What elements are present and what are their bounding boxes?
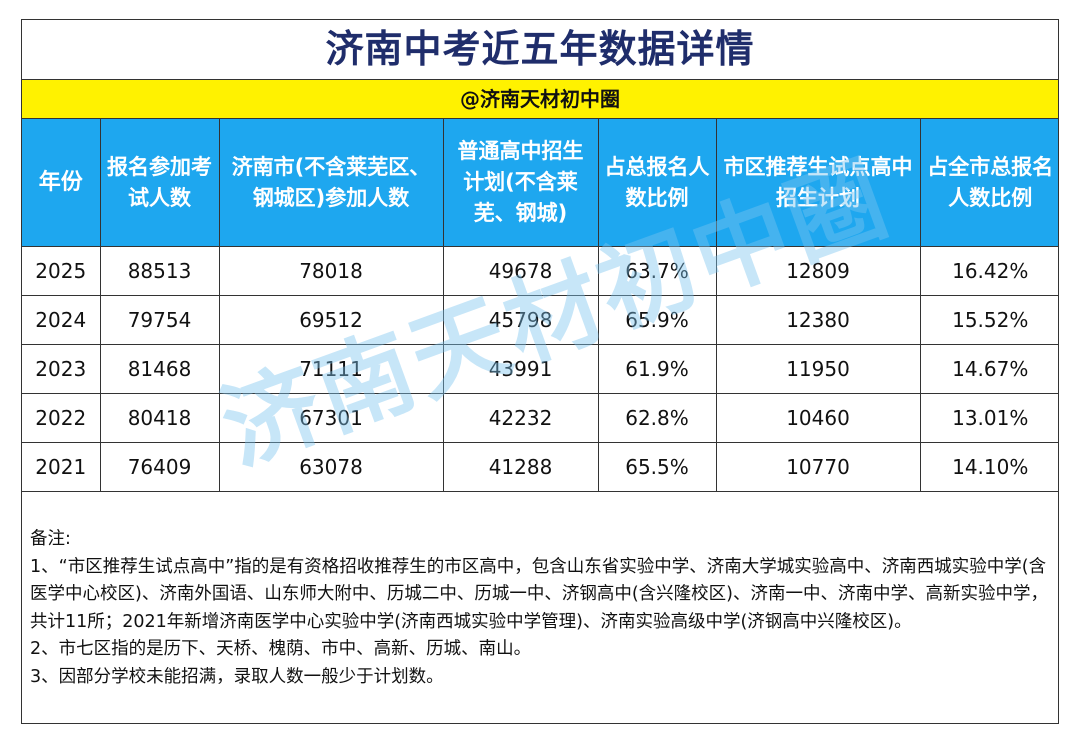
cell-registered: 79754 <box>99 295 220 345</box>
header-recommended-ratio: 占全市总报名人数比例 <box>919 119 1058 247</box>
table-row: 2021 76409 63078 41288 65.5% 10770 14.10… <box>22 442 1058 492</box>
cell-jinan-participants: 71111 <box>218 344 444 394</box>
header-plan-ratio: 占总报名人数比例 <box>597 119 717 247</box>
cell-enrollment-plan: 43991 <box>442 344 599 394</box>
table-row: 2022 80418 67301 42232 62.8% 10460 13.01… <box>22 393 1058 443</box>
notes-section: 备注: 1、“市区推荐生试点高中”指的是有资格招收推荐生的市区高中，包含山东省实… <box>22 492 1058 691</box>
cell-enrollment-plan: 49678 <box>442 246 599 296</box>
data-sheet: 济南中考近五年数据详情 @济南天材初中圈 年份 报名参加考试人数 济南市(不含莱… <box>21 19 1059 724</box>
header-recommended-plan: 市区推荐生试点高中招生计划 <box>715 119 921 247</box>
header-registered: 报名参加考试人数 <box>99 119 220 247</box>
cell-year: 2025 <box>22 246 101 296</box>
notes-heading: 备注: <box>30 529 71 549</box>
cell-recommended-plan: 12380 <box>715 295 921 345</box>
table-row: 2025 88513 78018 49678 63.7% 12809 16.42… <box>22 246 1058 296</box>
cell-enrollment-plan: 45798 <box>442 295 599 345</box>
cell-recommended-ratio: 13.01% <box>919 393 1058 443</box>
cell-year: 2023 <box>22 344 101 394</box>
cell-plan-ratio: 65.5% <box>597 442 717 492</box>
cell-jinan-participants: 63078 <box>218 442 444 492</box>
table-header-row: 年份 报名参加考试人数 济南市(不含莱芜区、钢城区)参加人数 普通高中招生计划(… <box>22 119 1058 247</box>
cell-plan-ratio: 61.9% <box>597 344 717 394</box>
header-year: 年份 <box>22 119 101 247</box>
cell-year: 2021 <box>22 442 101 492</box>
cell-recommended-plan: 11950 <box>715 344 921 394</box>
cell-registered: 81468 <box>99 344 220 394</box>
cell-enrollment-plan: 42232 <box>442 393 599 443</box>
cell-jinan-participants: 67301 <box>218 393 444 443</box>
header-enrollment-plan: 普通高中招生计划(不含莱芜、钢城) <box>442 119 599 247</box>
cell-enrollment-plan: 41288 <box>442 442 599 492</box>
cell-recommended-ratio: 16.42% <box>919 246 1058 296</box>
cell-plan-ratio: 63.7% <box>597 246 717 296</box>
cell-year: 2024 <box>22 295 101 345</box>
cell-registered: 80418 <box>99 393 220 443</box>
table-row: 2024 79754 69512 45798 65.9% 12380 15.52… <box>22 295 1058 345</box>
cell-year: 2022 <box>22 393 101 443</box>
cell-jinan-participants: 69512 <box>218 295 444 345</box>
cell-recommended-plan: 10770 <box>715 442 921 492</box>
cell-jinan-participants: 78018 <box>218 246 444 296</box>
exam-data-table: 年份 报名参加考试人数 济南市(不含莱芜区、钢城区)参加人数 普通高中招生计划(… <box>22 119 1058 492</box>
cell-plan-ratio: 62.8% <box>597 393 717 443</box>
cell-recommended-ratio: 15.52% <box>919 295 1058 345</box>
cell-recommended-plan: 12809 <box>715 246 921 296</box>
cell-recommended-ratio: 14.67% <box>919 344 1058 394</box>
cell-registered: 76409 <box>99 442 220 492</box>
page-title: 济南中考近五年数据详情 <box>22 20 1058 80</box>
note-item: 1、“市区推荐生试点高中”指的是有资格招收推荐生的市区高中，包含山东省实验中学、… <box>30 556 1048 632</box>
note-item: 2、市七区指的是历下、天桥、槐荫、市中、高新、历城、南山。 <box>30 639 532 659</box>
note-item: 3、因部分学校未能招满，录取人数一般少于计划数。 <box>30 666 444 687</box>
cell-recommended-plan: 10460 <box>715 393 921 443</box>
account-banner: @济南天材初中圈 <box>22 80 1058 119</box>
header-jinan-participants: 济南市(不含莱芜区、钢城区)参加人数 <box>218 119 444 247</box>
cell-registered: 88513 <box>99 246 220 296</box>
cell-recommended-ratio: 14.10% <box>919 442 1058 492</box>
cell-plan-ratio: 65.9% <box>597 295 717 345</box>
table-row: 2023 81468 71111 43991 61.9% 11950 14.67… <box>22 344 1058 394</box>
